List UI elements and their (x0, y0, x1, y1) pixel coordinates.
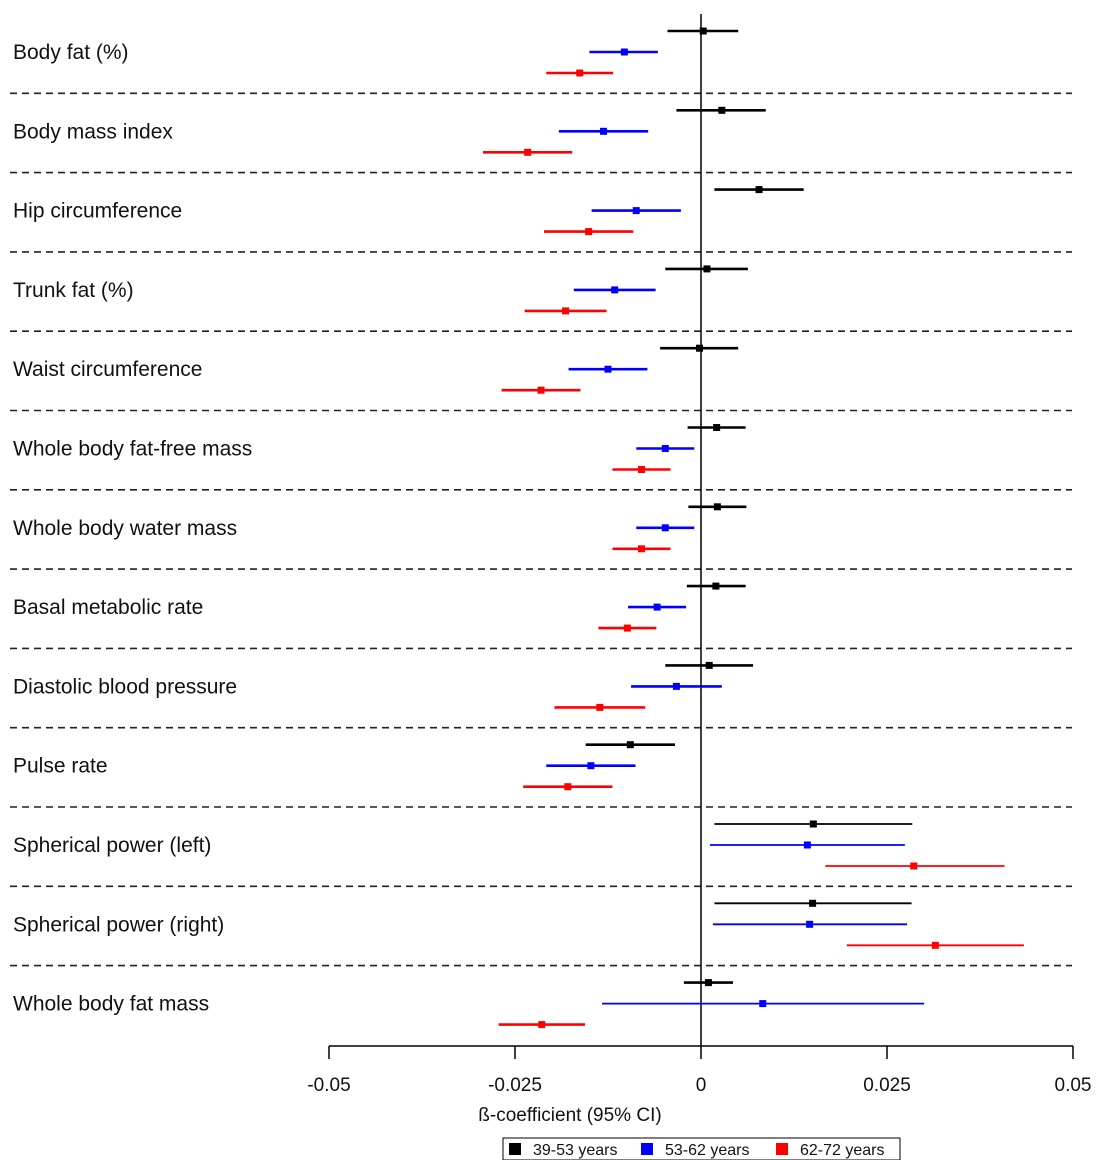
point-estimate (537, 386, 545, 394)
point-estimate (759, 1000, 767, 1008)
legend-box (502, 1137, 901, 1160)
x-tick-label: 0.025 (863, 1075, 911, 1096)
legend-label: 39-53 years (533, 1142, 618, 1159)
point-estimate (931, 941, 939, 949)
point-estimate (653, 603, 661, 611)
point-estimate (713, 503, 721, 511)
point-estimate (696, 344, 704, 352)
point-estimate (632, 207, 640, 215)
point-estimate (704, 979, 712, 987)
point-estimate (620, 48, 628, 56)
point-estimate (637, 545, 645, 553)
estimate-marks (483, 27, 1024, 1029)
point-estimate (672, 682, 680, 690)
point-estimate (910, 862, 918, 870)
x-tick-label: 0.05 (1055, 1075, 1092, 1096)
point-estimate (661, 445, 669, 452)
row-label: Whole body water mass (13, 517, 237, 540)
point-estimate (755, 186, 763, 194)
point-estimate (596, 703, 604, 711)
row-separators (10, 92, 1072, 967)
legend: 39-53 years 53-62 years 62-72 years (502, 1137, 901, 1160)
row-label: Trunk fat (%) (13, 279, 134, 302)
point-estimate (600, 127, 608, 135)
point-estimate (585, 228, 593, 236)
legend-label: 53-62 years (665, 1142, 750, 1159)
row-label: Hip circumference (13, 200, 182, 223)
point-estimate (809, 820, 817, 828)
point-estimate (661, 524, 669, 532)
point-estimate (806, 920, 814, 928)
x-tick-label: -0.05 (307, 1075, 350, 1096)
legend-swatch (641, 1143, 653, 1155)
row-label: Whole body fat-free mass (13, 438, 252, 461)
legend-swatch (509, 1143, 521, 1155)
point-estimate (564, 783, 572, 791)
point-estimate (604, 365, 612, 373)
point-estimate (705, 661, 713, 669)
point-estimate (587, 762, 595, 770)
point-estimate (611, 286, 619, 294)
point-estimate (637, 466, 645, 473)
row-label: Body mass index (13, 120, 173, 143)
point-estimate (703, 265, 711, 273)
x-axis-title: ß-coefficient (95% CI) (478, 1105, 661, 1126)
legend-label: 62-72 years (800, 1142, 885, 1159)
point-estimate (712, 582, 720, 590)
point-estimate (623, 624, 631, 632)
row-label: Spherical power (right) (13, 913, 224, 936)
row-label: Whole body fat mass (13, 993, 209, 1016)
row-label: Pulse rate (13, 755, 108, 778)
point-estimate (626, 741, 634, 749)
point-estimate (718, 106, 726, 114)
point-estimate (576, 69, 584, 77)
row-label: Body fat (%) (13, 41, 129, 64)
row-labels: Body fat (%) Body mass index Hip circumfer… (13, 41, 252, 1016)
point-estimate (562, 307, 570, 315)
point-estimate (699, 27, 707, 35)
x-tick-label: 0 (696, 1075, 707, 1096)
point-estimate (713, 424, 721, 431)
point-estimate (524, 148, 532, 156)
x-axis: -0.05 -0.025 0 0.025 0.05 (307, 1045, 1092, 1096)
row-label: Waist circumference (13, 358, 202, 381)
point-estimate (538, 1021, 546, 1029)
point-estimate (803, 841, 811, 849)
row-label: Spherical power (left) (13, 834, 211, 857)
x-tick-label: -0.025 (488, 1075, 542, 1096)
row-label: Basal metabolic rate (13, 596, 203, 619)
row-label: Diastolic blood pressure (13, 675, 237, 698)
legend-swatch (776, 1143, 788, 1155)
point-estimate (809, 899, 817, 907)
